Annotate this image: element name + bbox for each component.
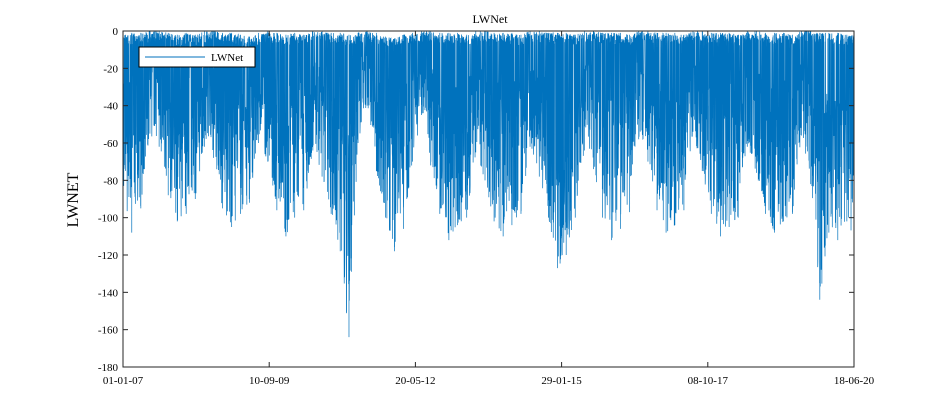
y-tick-label: -180 (98, 362, 119, 374)
y-tick-label: 0 (113, 26, 119, 38)
y-tick-label: -40 (103, 101, 118, 113)
x-tick-label: 10-09-09 (249, 375, 290, 387)
legend-entry-label: LWNet (211, 52, 243, 64)
plot-layer (123, 31, 854, 338)
x-tick-label: 01-01-07 (103, 375, 144, 387)
x-tick-label: 08-10-17 (688, 375, 729, 387)
y-tick-label: -160 (98, 325, 119, 337)
x-tick-label: 29-01-15 (541, 375, 582, 387)
y-tick-label: -60 (103, 138, 118, 150)
x-tick-label: 20-05-12 (395, 375, 435, 387)
y-tick-label: -120 (98, 250, 119, 262)
y-axis-label: LWNET (65, 172, 82, 227)
y-tick-label: -100 (98, 213, 119, 225)
chart-title: LWNet (472, 12, 508, 26)
y-tick-label: -80 (103, 175, 118, 187)
axes-layer: 0 -20 -40 -60 -80 -100 -120 -140 -160 -18001-01-0… (98, 26, 875, 387)
x-tick-label: 18-06-20 (834, 375, 875, 387)
y-tick-label: -140 (98, 287, 119, 299)
axes-box (122, 30, 855, 368)
y-tick-label: -20 (103, 63, 118, 75)
legend: LWNet (138, 46, 256, 68)
series-line-lwnet (123, 31, 854, 338)
